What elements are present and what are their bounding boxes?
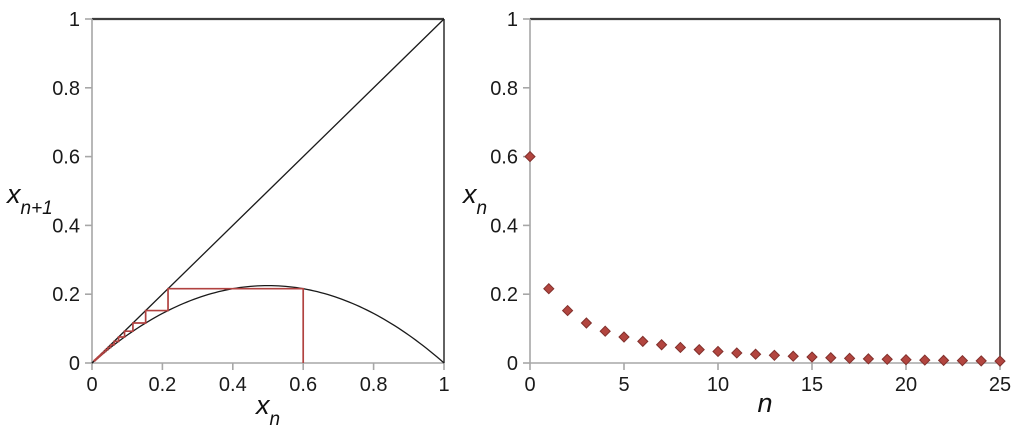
x-tick-label: 1 [438, 374, 449, 396]
y-tick-label: 1 [507, 9, 518, 31]
data-point-marker [937, 354, 950, 367]
data-point-marker [561, 304, 574, 317]
cobweb-x-axis-label: xn [92, 390, 444, 428]
data-point-marker [862, 353, 875, 365]
data-point-marker [749, 348, 762, 360]
x-tick-label: 5 [618, 374, 629, 396]
identity-line [91, 18, 445, 364]
data-point-marker [994, 355, 1006, 367]
y-tick-label: 0 [69, 353, 80, 375]
data-point-marker [712, 345, 724, 358]
timeseries-chart: 00.20.40.60.810 5 10 15 20 25 [490, 9, 1011, 396]
x-tick-label: 15 [801, 374, 823, 396]
data-point-marker [655, 339, 668, 351]
x-tick-label: 0.4 [219, 374, 247, 396]
cobweb-y-axis-label: xn+1 [7, 179, 53, 218]
y-tick-label: 1 [69, 9, 80, 31]
data-point-marker [806, 351, 818, 363]
x-tick-label: 0 [86, 374, 97, 396]
y-tick-label: 0.2 [490, 284, 518, 306]
x-tick-label: 0 [524, 374, 535, 396]
x-tick-label: 0.2 [148, 374, 176, 396]
data-point-marker [599, 325, 611, 337]
timeseries-x-label-base: n [757, 388, 773, 418]
data-point-marker [524, 150, 536, 163]
data-point-marker [881, 353, 893, 366]
cobweb-trajectory [93, 287, 305, 363]
data-point-marker [825, 352, 837, 364]
data-point-marker [956, 354, 969, 367]
timeseries-y-axis-label: xn [463, 179, 487, 218]
data-point-marker [693, 343, 705, 356]
data-point-marker [637, 335, 649, 348]
y-tick-label: 0.4 [490, 215, 518, 237]
x-tick-label: 20 [895, 374, 917, 396]
data-point-marker [618, 331, 630, 343]
cobweb-chart: 0 0.2 0.4 0.6 0.8 1 0 0.2 0.4 0.6 0.8 1 [52, 9, 449, 396]
data-point-marker [768, 349, 781, 362]
data-point-marker [843, 352, 856, 365]
x-tick-label: 0.8 [360, 374, 388, 396]
y-tick-label: 0.2 [52, 284, 80, 306]
cobweb-x-label-base: x [255, 390, 270, 420]
y-tick-label: 0.6 [490, 147, 518, 169]
data-point-marker [975, 355, 987, 367]
y-tick-label: 0.8 [490, 78, 518, 100]
data-point-marker [900, 354, 912, 366]
data-point-marker [731, 347, 743, 359]
cobweb-y-label-sub: n+1 [20, 197, 53, 219]
data-point-marker [919, 354, 931, 366]
timeseries-y-label-base: x [463, 179, 477, 209]
cobweb-y-label-base: x [7, 179, 21, 209]
timeseries-x-axis-label: n [530, 390, 1000, 422]
y-tick-label: 0.4 [52, 215, 80, 237]
x-tick-label: 0.6 [289, 374, 317, 396]
x-tick-label: 10 [707, 374, 729, 396]
logistic-curve [91, 284, 445, 364]
data-point-marker [787, 350, 799, 362]
data-point-marker [674, 341, 687, 354]
timeseries-y-label-sub: n [476, 197, 488, 219]
x-tick-label: 25 [989, 374, 1011, 396]
y-tick-label: 0.6 [52, 147, 80, 169]
data-point-marker [543, 282, 555, 295]
cobweb-x-label-sub: n [269, 408, 281, 428]
y-tick-label: 0.8 [52, 78, 80, 100]
y-tick-label: 0 [507, 353, 518, 375]
data-point-marker [580, 317, 593, 329]
